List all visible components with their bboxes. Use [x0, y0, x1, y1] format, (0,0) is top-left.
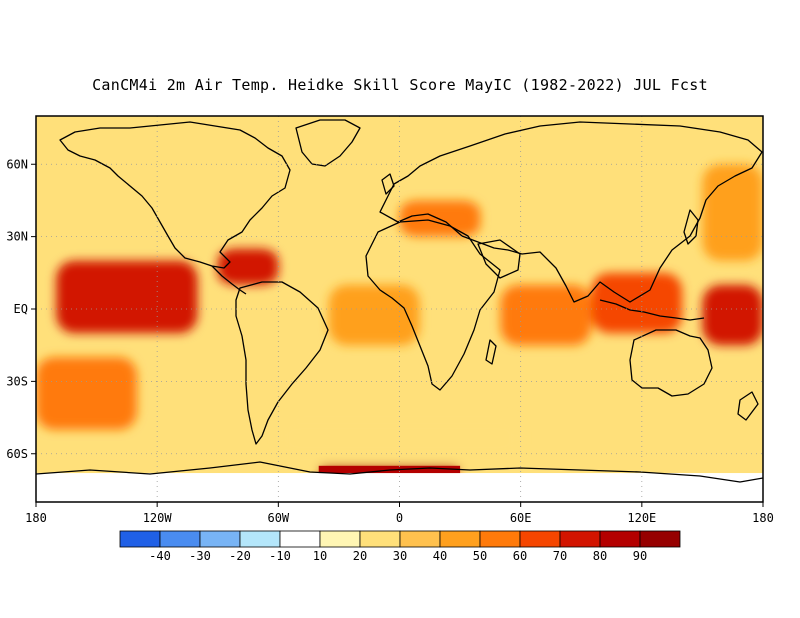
- colorbar-label: 90: [633, 549, 647, 563]
- colorbar-swatch: [599, 530, 641, 548]
- axis-labels: 180 120W 60W 0 60E 120E 180 60N 30N EQ 30S 60S: [6, 157, 774, 525]
- colorbar-swatch: [199, 530, 241, 548]
- y-tick-label: 30N: [6, 230, 28, 244]
- coast-new-zealand: [737, 391, 759, 421]
- y-tick-label: EQ: [14, 302, 28, 316]
- x-tick-label: 120W: [143, 511, 173, 525]
- colorbar-label: -30: [189, 549, 211, 563]
- colorbar-swatch: [359, 530, 401, 548]
- colorbar-label: 10: [313, 549, 327, 563]
- x-tick-label: 60E: [510, 511, 532, 525]
- region-maritime-continent: [591, 272, 683, 334]
- colorbar-swatch: [159, 530, 201, 548]
- colorbar-swatch: [439, 530, 481, 548]
- coast-madagascar: [485, 339, 497, 365]
- region-north-pacific: [702, 164, 763, 261]
- skill-field: [36, 116, 763, 502]
- colorbar-label: 80: [593, 549, 607, 563]
- region-tropical-atlantic: [328, 284, 420, 346]
- colorbar-swatch: [119, 530, 161, 548]
- y-tick-label: 30S: [6, 374, 28, 388]
- colorbar-label: 70: [553, 549, 567, 563]
- colorbar-swatch: [479, 530, 521, 548]
- colorbar-label: -40: [149, 549, 171, 563]
- colorbar-label: 20: [353, 549, 367, 563]
- coast-arabia: [477, 239, 521, 279]
- region-tropical-east-pacific: [56, 260, 198, 334]
- coast-indonesia: [599, 299, 705, 321]
- coast-north-america: [59, 121, 291, 269]
- colorbar-swatch: [639, 530, 681, 548]
- x-tick-label: 180: [25, 511, 47, 525]
- region-tropical-indian-ocean: [500, 284, 592, 346]
- antarctica-mask: [36, 473, 763, 502]
- x-tick-label: 180: [752, 511, 774, 525]
- colorbar: -40 -30 -20 -10 10 20 30 40 50 60 70 80 90: [119, 530, 681, 563]
- colorbar-label: 60: [513, 549, 527, 563]
- region-caribbean: [217, 248, 279, 285]
- lat-lon-grid: [36, 116, 763, 502]
- colorbar-label: 40: [433, 549, 447, 563]
- coast-central-america: [211, 265, 247, 295]
- colorbar-swatch: [279, 530, 321, 548]
- coast-japan: [683, 209, 699, 245]
- colorbar-label: -20: [229, 549, 251, 563]
- y-tick-label: 60S: [6, 447, 28, 461]
- colorbar-swatch: [239, 530, 281, 548]
- coast-eurasia: [379, 121, 763, 303]
- coastlines: [36, 119, 763, 483]
- coast-australia: [629, 329, 713, 397]
- colorbar-label: 30: [393, 549, 407, 563]
- coast-antarctica: [36, 461, 763, 483]
- region-southern-ocean: [278, 417, 521, 459]
- colorbar-swatch: [559, 530, 601, 548]
- colorbar-swatch: [319, 530, 361, 548]
- coast-south-america: [235, 281, 329, 445]
- x-tick-label: 60W: [267, 511, 289, 525]
- colorbar-swatch: [519, 530, 561, 548]
- colorbar-label: -10: [269, 549, 291, 563]
- x-tick-label: 120E: [627, 511, 656, 525]
- region-south-pacific: [36, 357, 137, 430]
- coast-greenland: [295, 119, 361, 167]
- colorbar-label: 50: [473, 549, 487, 563]
- y-tick-label: 60N: [6, 157, 28, 171]
- x-tick-label: 0: [396, 511, 403, 525]
- colorbar-swatch: [399, 530, 441, 548]
- region-tropical-west-pacific: [702, 284, 763, 346]
- region-mediterranean: [399, 200, 481, 237]
- coast-uk: [381, 173, 395, 195]
- map-title: CanCM4i 2m Air Temp. Heidke Skill Score …: [92, 76, 708, 94]
- coast-africa: [365, 219, 501, 391]
